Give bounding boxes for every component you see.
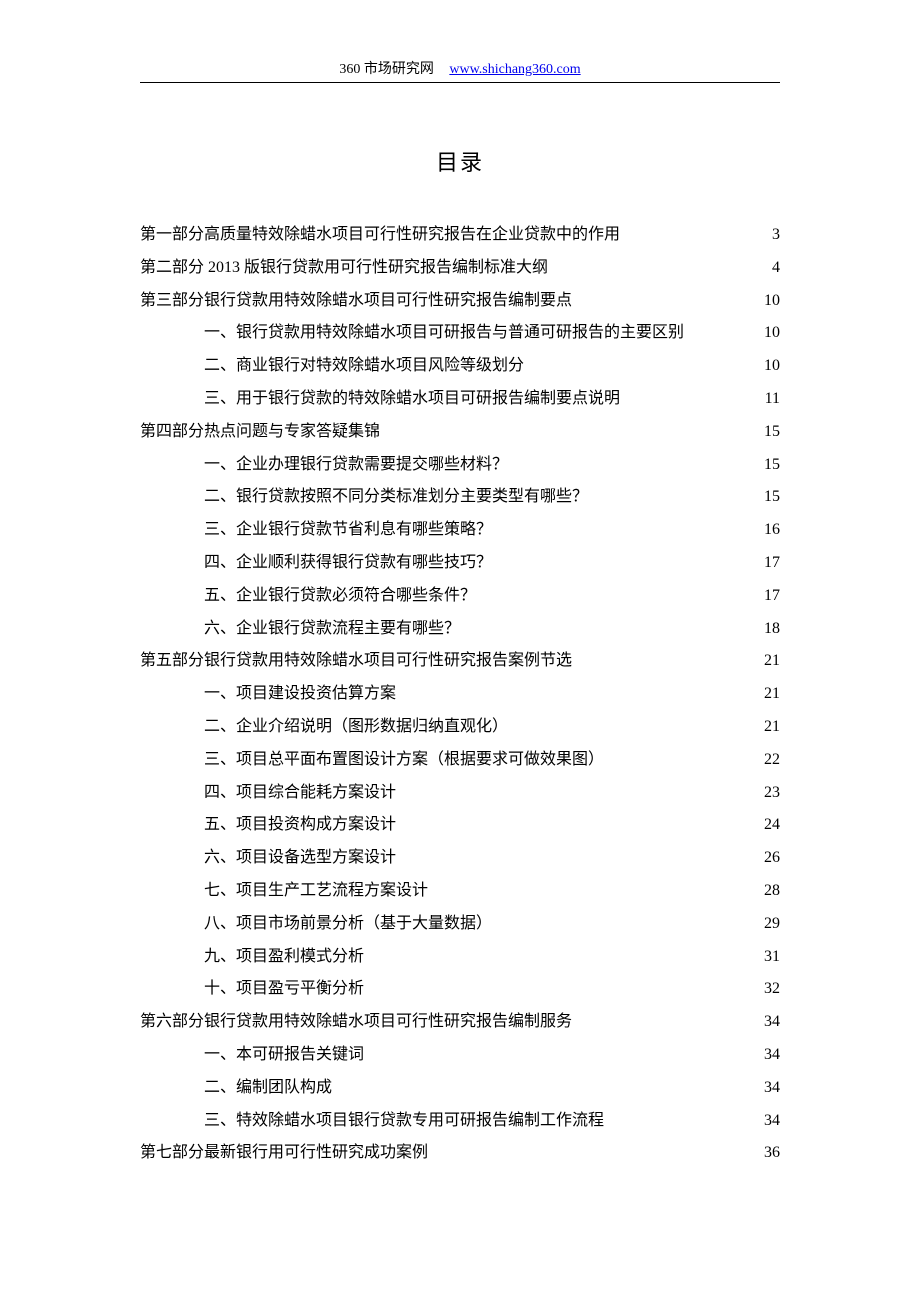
toc-entry-label: 二、商业银行对特效除蜡水项目风险等级划分 xyxy=(140,350,524,383)
toc-entry-page: 32 xyxy=(762,973,780,1006)
toc-entry-label: 三、特效除蜡水项目银行贷款专用可研报告编制工作流程 xyxy=(140,1105,604,1138)
toc-entry[interactable]: 六、企业银行贷款流程主要有哪些？ 18 xyxy=(140,613,780,646)
toc-entry[interactable]: 第二部分 2013 版银行贷款用可行性研究报告编制标准大纲 4 xyxy=(140,252,780,285)
toc-entry-label: 二、编制团队构成 xyxy=(140,1072,332,1105)
toc-entry-label: 第三部分银行贷款用特效除蜡水项目可行性研究报告编制要点 xyxy=(140,285,572,318)
toc-entry-page: 18 xyxy=(762,613,780,646)
toc-entry-page: 10 xyxy=(762,317,780,350)
toc-entry-label: 六、企业银行贷款流程主要有哪些？ xyxy=(140,613,460,646)
toc-entry-page: 22 xyxy=(762,744,780,777)
toc-entry-page: 4 xyxy=(770,252,780,285)
toc-entry-label: 五、企业银行贷款必须符合哪些条件？ xyxy=(140,580,476,613)
toc-entry[interactable]: 第一部分高质量特效除蜡水项目可行性研究报告在企业贷款中的作用 3 xyxy=(140,219,780,252)
toc-entry-label: 三、用于银行贷款的特效除蜡水项目可研报告编制要点说明 xyxy=(140,383,620,416)
toc-entry[interactable]: 九、项目盈利模式分析 31 xyxy=(140,941,780,974)
toc-entry-page: 16 xyxy=(762,514,780,547)
toc-entry[interactable]: 一、项目建设投资估算方案 21 xyxy=(140,678,780,711)
toc-entry-page: 10 xyxy=(762,285,780,318)
toc-entry-label: 七、项目生产工艺流程方案设计 xyxy=(140,875,428,908)
toc-entry-label: 第五部分银行贷款用特效除蜡水项目可行性研究报告案例节选 xyxy=(140,645,572,678)
toc-entry[interactable]: 一、企业办理银行贷款需要提交哪些材料？ 15 xyxy=(140,449,780,482)
toc-entry-page: 29 xyxy=(762,908,780,941)
toc-entry-page: 15 xyxy=(762,449,780,482)
toc-entry-label: 一、项目建设投资估算方案 xyxy=(140,678,396,711)
toc-entry-label: 八、项目市场前景分析（基于大量数据） xyxy=(140,908,492,941)
page-header: 360 市场研究网 www.shichang360.com xyxy=(0,0,920,83)
toc-entry-label: 三、项目总平面布置图设计方案（根据要求可做效果图） xyxy=(140,744,604,777)
toc-entry-label: 二、企业介绍说明（图形数据归纳直观化） xyxy=(140,711,508,744)
toc-entry[interactable]: 十、项目盈亏平衡分析 32 xyxy=(140,973,780,1006)
toc-entry-label: 第七部分最新银行用可行性研究成功案例 xyxy=(140,1137,428,1170)
header-underline xyxy=(140,82,780,83)
toc-entry-page: 23 xyxy=(762,777,780,810)
toc-entry-page: 21 xyxy=(762,711,780,744)
toc-entry[interactable]: 三、用于银行贷款的特效除蜡水项目可研报告编制要点说明 11 xyxy=(140,383,780,416)
toc-entry[interactable]: 五、企业银行贷款必须符合哪些条件？ 17 xyxy=(140,580,780,613)
toc-entry[interactable]: 第三部分银行贷款用特效除蜡水项目可行性研究报告编制要点 10 xyxy=(140,285,780,318)
toc-entry-page: 21 xyxy=(762,645,780,678)
table-of-contents: 第一部分高质量特效除蜡水项目可行性研究报告在企业贷款中的作用3第二部分 2013… xyxy=(140,219,780,1170)
page-title: 目录 xyxy=(0,145,920,177)
header-site-name: 360 市场研究网 xyxy=(339,62,434,77)
toc-entry-label: 十、项目盈亏平衡分析 xyxy=(140,973,364,1006)
toc-entry-page: 17 xyxy=(762,580,780,613)
toc-entry-label: 第六部分银行贷款用特效除蜡水项目可行性研究报告编制服务 xyxy=(140,1006,572,1039)
toc-entry[interactable]: 第四部分热点问题与专家答疑集锦 15 xyxy=(140,416,780,449)
toc-entry[interactable]: 第五部分银行贷款用特效除蜡水项目可行性研究报告案例节选 21 xyxy=(140,645,780,678)
toc-entry[interactable]: 一、本可研报告关键词 34 xyxy=(140,1039,780,1072)
toc-entry[interactable]: 二、商业银行对特效除蜡水项目风险等级划分 10 xyxy=(140,350,780,383)
toc-entry-label: 九、项目盈利模式分析 xyxy=(140,941,364,974)
toc-entry[interactable]: 一、银行贷款用特效除蜡水项目可研报告与普通可研报告的主要区别 10 xyxy=(140,317,780,350)
toc-entry[interactable]: 二、编制团队构成 34 xyxy=(140,1072,780,1105)
toc-entry[interactable]: 八、项目市场前景分析（基于大量数据） 29 xyxy=(140,908,780,941)
toc-entry[interactable]: 三、企业银行贷款节省利息有哪些策略？ 16 xyxy=(140,514,780,547)
toc-entry-page: 34 xyxy=(762,1072,780,1105)
toc-entry-label: 二、银行贷款按照不同分类标准划分主要类型有哪些？ xyxy=(140,481,588,514)
toc-entry[interactable]: 第六部分银行贷款用特效除蜡水项目可行性研究报告编制服务 34 xyxy=(140,1006,780,1039)
toc-entry-label: 六、项目设备选型方案设计 xyxy=(140,842,396,875)
toc-entry[interactable]: 三、项目总平面布置图设计方案（根据要求可做效果图） 22 xyxy=(140,744,780,777)
toc-entry-page: 28 xyxy=(762,875,780,908)
toc-entry[interactable]: 七、项目生产工艺流程方案设计 28 xyxy=(140,875,780,908)
header-url-link[interactable]: www.shichang360.com xyxy=(449,62,580,77)
toc-entry[interactable]: 五、项目投资构成方案设计 24 xyxy=(140,809,780,842)
toc-entry[interactable]: 二、企业介绍说明（图形数据归纳直观化） 21 xyxy=(140,711,780,744)
toc-entry-label: 五、项目投资构成方案设计 xyxy=(140,809,396,842)
toc-entry-label: 第一部分高质量特效除蜡水项目可行性研究报告在企业贷款中的作用 xyxy=(140,219,620,252)
toc-entry-page: 10 xyxy=(762,350,780,383)
toc-entry-label: 三、企业银行贷款节省利息有哪些策略？ xyxy=(140,514,492,547)
toc-entry-label: 四、项目综合能耗方案设计 xyxy=(140,777,396,810)
toc-entry-label: 一、本可研报告关键词 xyxy=(140,1039,364,1072)
toc-entry-page: 17 xyxy=(762,547,780,580)
toc-entry[interactable]: 四、企业顺利获得银行贷款有哪些技巧？ 17 xyxy=(140,547,780,580)
toc-entry[interactable]: 二、银行贷款按照不同分类标准划分主要类型有哪些？ 15 xyxy=(140,481,780,514)
toc-entry-label: 第四部分热点问题与专家答疑集锦 xyxy=(140,416,380,449)
toc-entry-label: 第二部分 2013 版银行贷款用可行性研究报告编制标准大纲 xyxy=(140,252,548,285)
toc-entry[interactable]: 六、项目设备选型方案设计 26 xyxy=(140,842,780,875)
toc-entry-page: 34 xyxy=(762,1006,780,1039)
toc-entry-page: 31 xyxy=(762,941,780,974)
toc-entry-page: 34 xyxy=(762,1039,780,1072)
toc-entry[interactable]: 三、特效除蜡水项目银行贷款专用可研报告编制工作流程 34 xyxy=(140,1105,780,1138)
toc-entry-page: 3 xyxy=(770,219,780,252)
toc-entry-label: 四、企业顺利获得银行贷款有哪些技巧？ xyxy=(140,547,492,580)
toc-entry-label: 一、企业办理银行贷款需要提交哪些材料？ xyxy=(140,449,508,482)
toc-entry[interactable]: 四、项目综合能耗方案设计 23 xyxy=(140,777,780,810)
toc-entry-page: 26 xyxy=(762,842,780,875)
toc-entry-label: 一、银行贷款用特效除蜡水项目可研报告与普通可研报告的主要区别 xyxy=(140,317,684,350)
toc-entry-page: 34 xyxy=(762,1105,780,1138)
toc-entry-page: 15 xyxy=(762,481,780,514)
toc-entry-page: 24 xyxy=(762,809,780,842)
toc-entry[interactable]: 第七部分最新银行用可行性研究成功案例 36 xyxy=(140,1137,780,1170)
toc-entry-page: 36 xyxy=(762,1137,780,1170)
toc-entry-page: 11 xyxy=(763,383,780,416)
toc-entry-page: 15 xyxy=(762,416,780,449)
toc-entry-page: 21 xyxy=(762,678,780,711)
